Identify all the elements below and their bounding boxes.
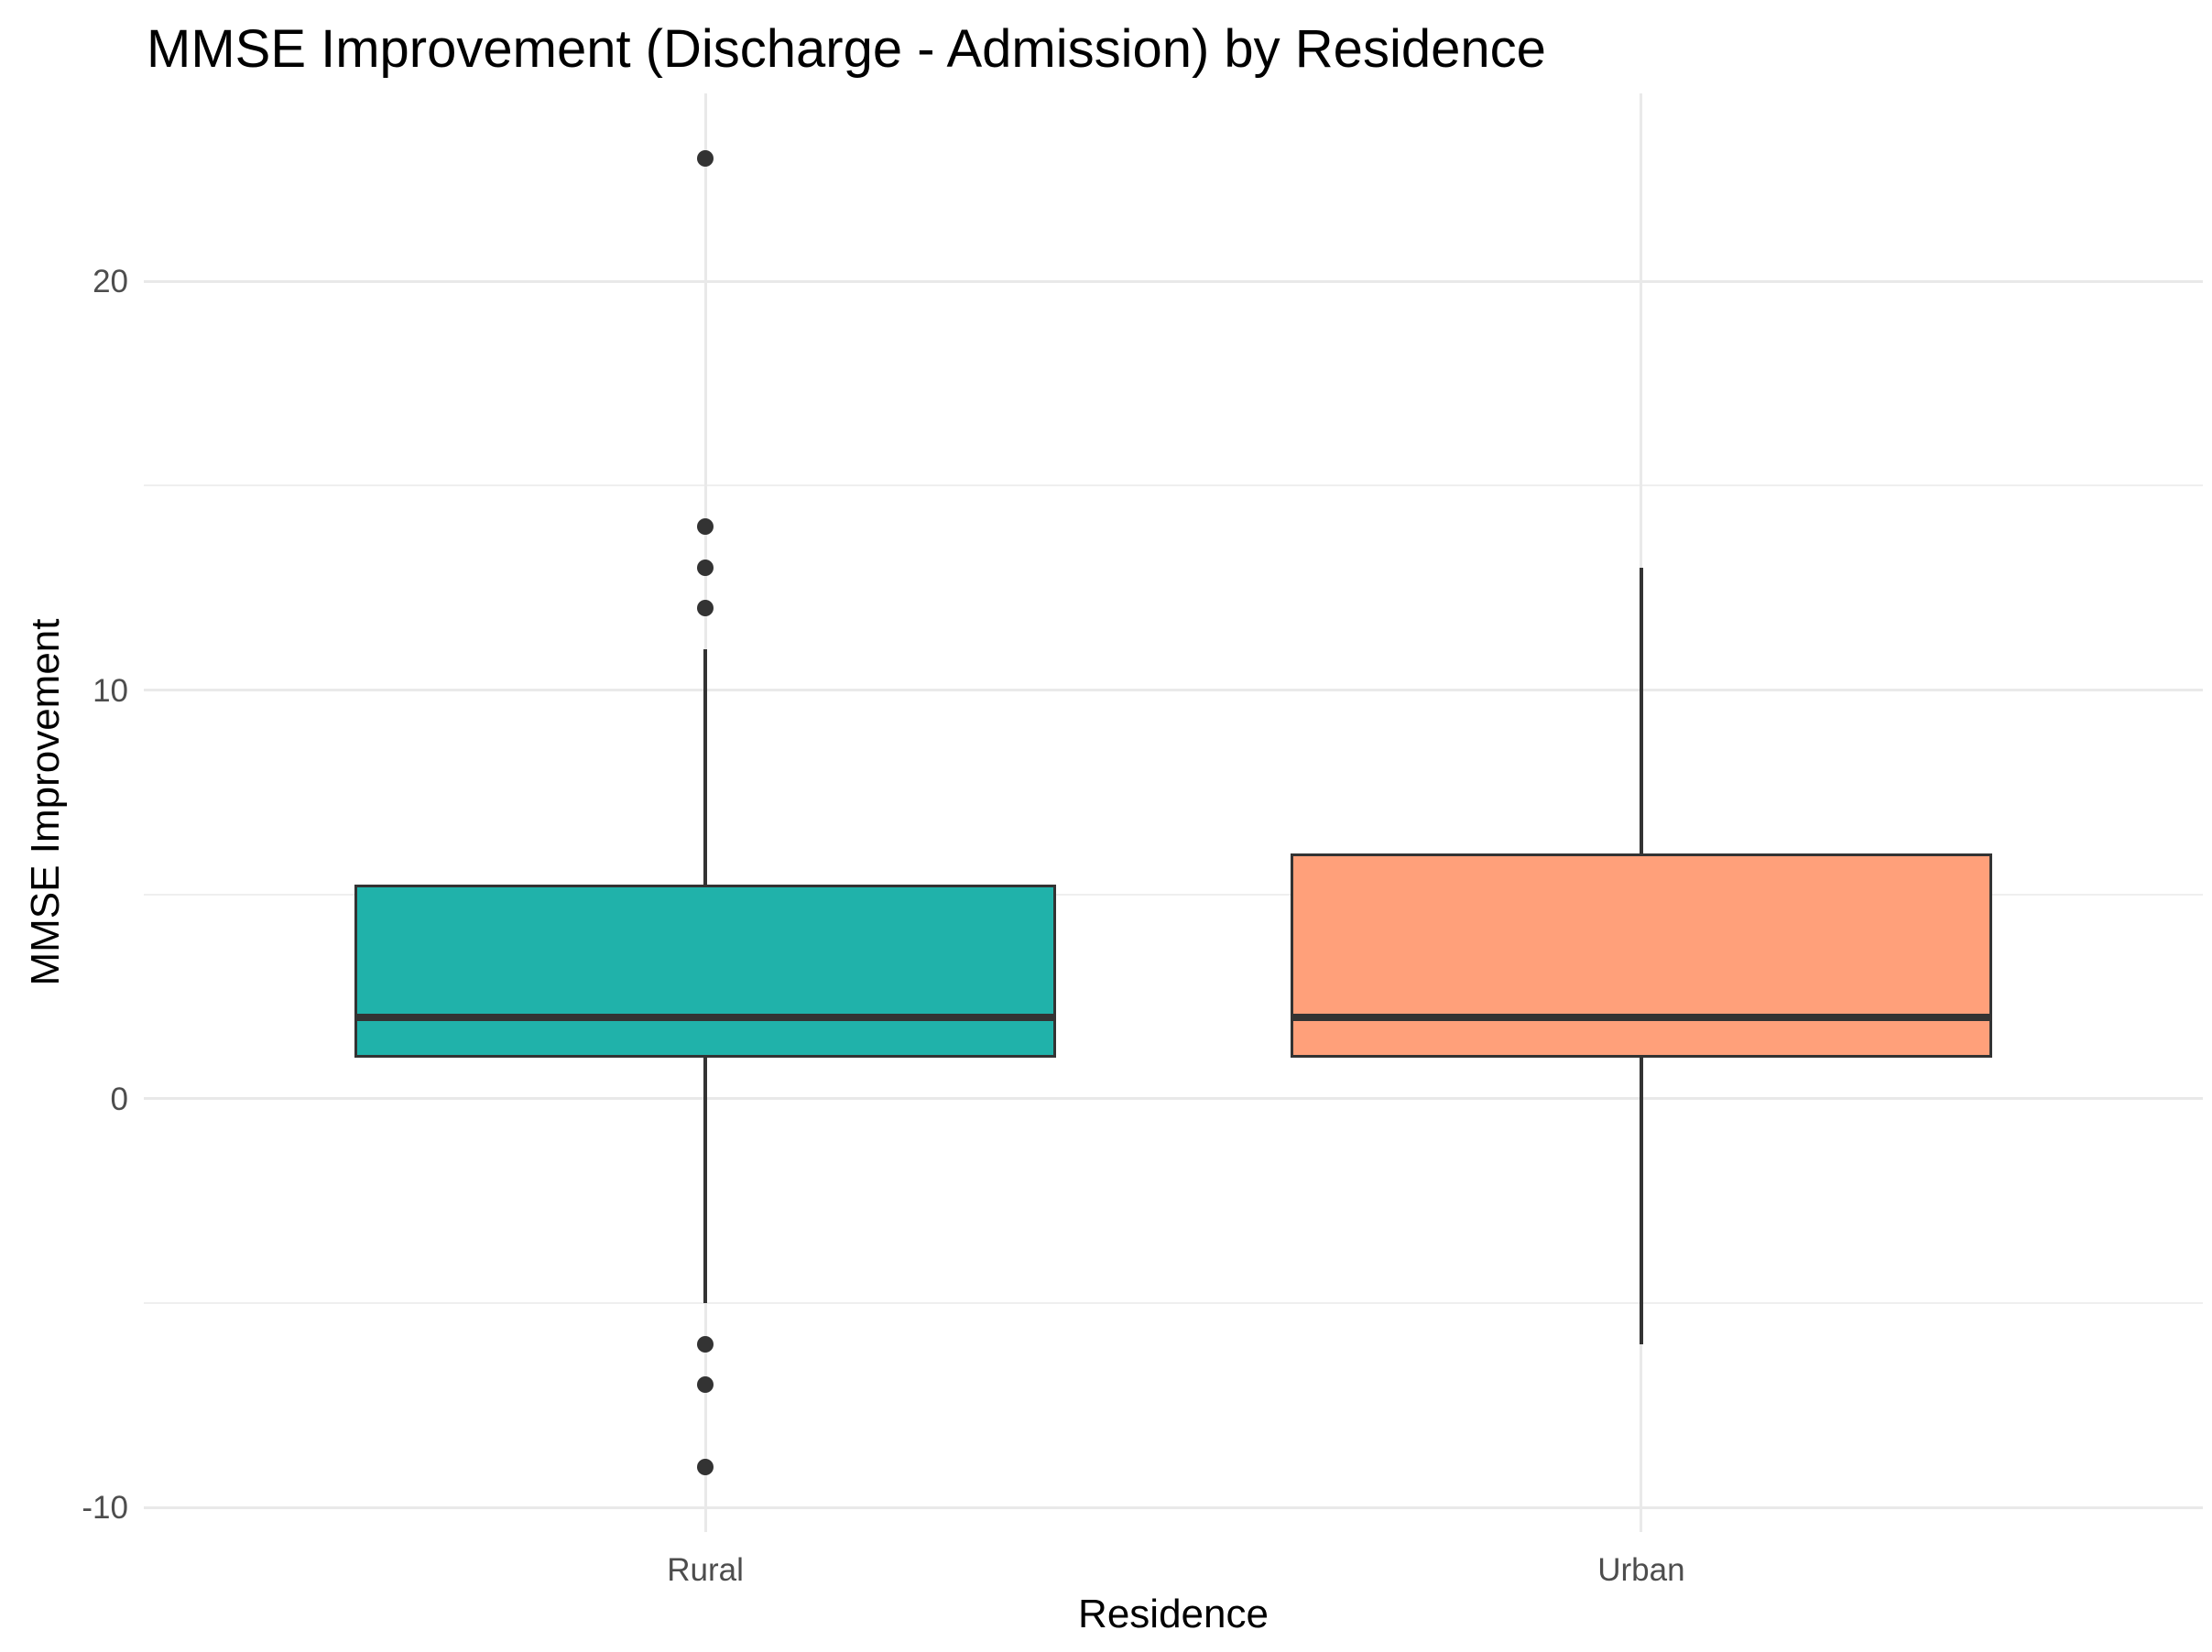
outlier-dot-rural bbox=[697, 1376, 714, 1394]
outlier-dot-rural bbox=[697, 518, 714, 536]
box-urban bbox=[1290, 853, 1993, 1059]
x-tick-label-urban: Urban bbox=[1597, 1552, 1685, 1588]
y-tick-label: 10 bbox=[93, 672, 128, 709]
upper-whisker-rural bbox=[703, 648, 708, 885]
outlier-dot-rural bbox=[697, 1335, 714, 1353]
y-tick-label: -10 bbox=[82, 1490, 128, 1527]
y-gridline-minor bbox=[144, 1302, 2203, 1305]
lower-whisker-urban bbox=[1639, 1058, 1643, 1344]
plot-panel bbox=[144, 93, 2203, 1532]
box-rural bbox=[354, 884, 1057, 1059]
y-tick-label: 20 bbox=[93, 264, 128, 300]
y-gridline-minor bbox=[144, 484, 2203, 487]
median-line-rural bbox=[354, 1013, 1057, 1021]
y-gridline-major bbox=[144, 1097, 2203, 1101]
lower-whisker-rural bbox=[703, 1058, 708, 1304]
outlier-dot-rural bbox=[697, 600, 714, 617]
upper-whisker-urban bbox=[1639, 567, 1643, 854]
y-gridline-major bbox=[144, 279, 2203, 283]
outlier-dot-rural bbox=[697, 1458, 714, 1475]
x-axis-title: Residence bbox=[1078, 1592, 1269, 1636]
y-gridline-major bbox=[144, 1505, 2203, 1509]
chart-title: MMSE Improvement (Discharge - Admission)… bbox=[147, 19, 1546, 79]
median-line-urban bbox=[1290, 1013, 1993, 1021]
y-gridline-minor bbox=[144, 893, 2203, 896]
y-gridline-major bbox=[144, 689, 2203, 692]
outlier-dot-rural bbox=[697, 559, 714, 576]
y-axis-title: MMSE Improvement bbox=[23, 618, 68, 985]
y-tick-label: 0 bbox=[110, 1081, 128, 1117]
x-tick-label-rural: Rural bbox=[667, 1552, 744, 1588]
outlier-dot-rural bbox=[697, 150, 714, 168]
